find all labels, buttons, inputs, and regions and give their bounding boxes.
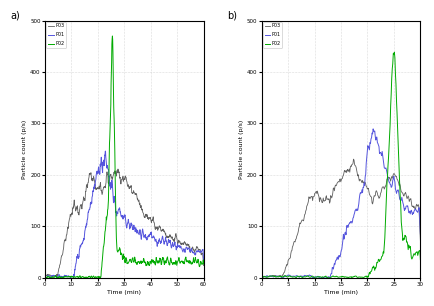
P03: [49, 276, 54, 280]
P02: [114, 249, 119, 253]
P02: [392, 82, 398, 86]
X-axis label: Time (min): Time (min): [323, 290, 357, 295]
Line: P02: P02: [45, 36, 203, 278]
P02: [148, 261, 154, 264]
Legend: P03, P01, P02: P03, P01, P02: [46, 22, 66, 48]
Y-axis label: Particle count (p/s): Particle count (p/s): [239, 120, 243, 179]
P03: [354, 172, 359, 176]
P02: [48, 276, 53, 280]
P02: [353, 274, 358, 278]
Y-axis label: Particle count (p/s): Particle count (p/s): [22, 120, 27, 179]
P02: [162, 259, 167, 263]
Line: P03: P03: [45, 169, 203, 278]
P01: [393, 192, 398, 195]
P01: [44, 276, 49, 280]
P01: [136, 232, 141, 236]
P02: [70, 275, 76, 279]
P02: [83, 275, 88, 279]
P01: [403, 204, 408, 208]
P01: [148, 230, 154, 234]
P02: [391, 50, 396, 54]
P03: [42, 275, 47, 279]
P02: [402, 235, 408, 238]
Line: P03: P03: [261, 159, 419, 277]
X-axis label: Time (min): Time (min): [107, 290, 141, 295]
P01: [258, 275, 263, 279]
P01: [42, 275, 47, 279]
P01: [370, 127, 375, 131]
Text: b): b): [226, 10, 236, 20]
P01: [417, 232, 422, 236]
P01: [353, 207, 358, 211]
Line: P01: P01: [45, 151, 203, 278]
P03: [136, 198, 141, 202]
P03: [350, 157, 355, 161]
P03: [148, 221, 154, 224]
P02: [136, 260, 141, 264]
P02: [201, 262, 206, 266]
P02: [42, 276, 47, 279]
P01: [279, 276, 284, 280]
P02: [355, 275, 361, 279]
P03: [353, 169, 358, 172]
P03: [201, 264, 206, 267]
P01: [70, 275, 76, 279]
P03: [114, 169, 119, 173]
P03: [115, 167, 120, 171]
P03: [259, 275, 264, 279]
P02: [352, 274, 357, 278]
P01: [83, 226, 88, 229]
Line: P02: P02: [261, 52, 419, 278]
P03: [70, 205, 76, 209]
P03: [260, 275, 265, 279]
P03: [356, 177, 362, 181]
P03: [393, 175, 398, 178]
P02: [417, 258, 422, 262]
Legend: P03, P01, P02: P03, P01, P02: [263, 22, 282, 48]
Line: P01: P01: [261, 129, 419, 278]
P01: [356, 196, 361, 200]
P03: [403, 195, 408, 199]
P01: [259, 275, 264, 278]
P03: [83, 190, 88, 193]
P02: [259, 276, 264, 280]
P02: [258, 276, 263, 280]
Text: a): a): [10, 10, 20, 20]
P01: [114, 211, 119, 214]
P03: [417, 239, 422, 242]
P02: [109, 34, 115, 38]
P01: [201, 259, 206, 263]
P03: [258, 275, 263, 279]
P01: [103, 149, 108, 153]
P03: [162, 231, 167, 234]
P01: [353, 209, 358, 212]
P01: [162, 240, 167, 244]
